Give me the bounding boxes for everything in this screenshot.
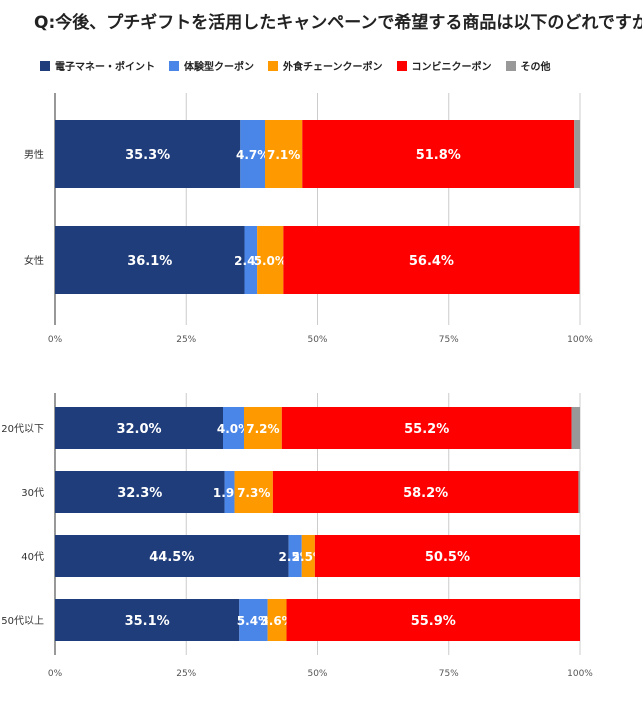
data-label: 32.0% bbox=[116, 422, 161, 437]
bar-segment bbox=[267, 599, 287, 641]
data-label: 35.1% bbox=[125, 614, 170, 629]
x-tick-label: 75% bbox=[439, 335, 459, 345]
legend-swatch bbox=[169, 60, 179, 71]
category-label: 20代以下 bbox=[1, 423, 44, 435]
legend-label: その他 bbox=[520, 62, 551, 73]
bar-segment bbox=[574, 120, 580, 188]
legend-item-gaishoku-coupon: 外食チェーンクーポン bbox=[268, 58, 383, 73]
bar-segment bbox=[239, 599, 268, 641]
x-tick-label: 75% bbox=[439, 669, 459, 679]
x-tick-label: 25% bbox=[176, 669, 196, 679]
category-label: 女性 bbox=[24, 254, 44, 267]
bar-segment bbox=[55, 471, 225, 513]
legend-item-denshi-money: 電子マネー・ポイント bbox=[40, 58, 155, 73]
data-label: 36.1% bbox=[127, 254, 172, 269]
bar-segment bbox=[272, 471, 579, 513]
data-label: 5.0% bbox=[254, 254, 287, 268]
legend-label: コンビニクーポン bbox=[411, 62, 492, 73]
data-label: 7.1% bbox=[267, 148, 300, 162]
legend: 電子マネー・ポイント 体験型クーポン 外食チェーンクーポン コンビニクーポン そ… bbox=[40, 58, 551, 73]
bar-segment bbox=[265, 120, 303, 188]
legend-swatch bbox=[40, 60, 50, 71]
x-tick-label: 50% bbox=[307, 669, 327, 679]
legend-label: 外食チェーンクーポン bbox=[283, 62, 383, 73]
bar-segment bbox=[55, 535, 289, 577]
bar-segment bbox=[286, 599, 580, 641]
legend-label: 電子マネー・ポイント bbox=[55, 62, 155, 73]
bar-segment bbox=[578, 471, 580, 513]
legend-item-taiken-coupon: 体験型クーポン bbox=[169, 58, 254, 73]
bar-segment bbox=[55, 407, 223, 449]
data-label: 3.6% bbox=[260, 614, 293, 628]
data-label: 7.3% bbox=[237, 486, 270, 500]
x-tick-label: 0% bbox=[48, 669, 63, 679]
data-label: 44.5% bbox=[149, 550, 194, 565]
data-label: 50.5% bbox=[425, 550, 470, 565]
x-tick-label: 0% bbox=[48, 335, 63, 345]
bar-segment bbox=[55, 226, 245, 294]
bar-segment bbox=[244, 226, 258, 294]
data-label: 4.7% bbox=[236, 148, 269, 162]
bar-segment bbox=[301, 535, 315, 577]
bar-segment bbox=[283, 226, 580, 294]
bar-segment bbox=[244, 407, 282, 449]
data-label: 55.2% bbox=[404, 422, 449, 437]
legend-swatch bbox=[505, 60, 516, 71]
bar-segment bbox=[571, 407, 580, 449]
bar-segment bbox=[240, 120, 265, 188]
data-label: 51.8% bbox=[416, 148, 461, 163]
legend-item-other: その他 bbox=[505, 58, 551, 73]
data-label: 5.4% bbox=[237, 614, 270, 628]
chart-title: Q:今後、プチギフトを活用したキャンペーンで希望する商品は以下のどれですか？ bbox=[34, 13, 642, 33]
bar-segment bbox=[288, 535, 302, 577]
legend-label: 体験型クーポン bbox=[184, 62, 254, 73]
legend-swatch bbox=[268, 60, 278, 71]
category-label: 50代以上 bbox=[1, 615, 44, 627]
data-label: 55.9% bbox=[411, 614, 456, 629]
legend-swatch bbox=[396, 60, 407, 71]
bar-segment bbox=[55, 599, 240, 641]
legend-item-conveni-coupon: コンビニクーポン bbox=[396, 58, 492, 73]
data-label: 7.2% bbox=[246, 422, 279, 436]
x-tick-label: 100% bbox=[567, 335, 593, 345]
bar-segment bbox=[302, 120, 575, 188]
data-label: 58.2% bbox=[403, 486, 448, 501]
category-label: 男性 bbox=[24, 148, 44, 161]
bar-segment bbox=[257, 226, 284, 294]
x-tick-label: 100% bbox=[567, 669, 593, 679]
bar-segment bbox=[314, 535, 580, 577]
bar-segment bbox=[55, 120, 241, 188]
bar-segment bbox=[234, 471, 273, 513]
category-label: 30代 bbox=[21, 487, 44, 499]
data-label: 4.0% bbox=[217, 422, 250, 436]
x-tick-label: 25% bbox=[176, 335, 196, 345]
data-label: 32.3% bbox=[117, 486, 162, 501]
data-label: 35.3% bbox=[125, 148, 170, 163]
x-tick-label: 50% bbox=[307, 335, 327, 345]
bar-segment bbox=[224, 471, 235, 513]
bar-segment bbox=[579, 226, 580, 294]
data-label: 56.4% bbox=[409, 254, 454, 269]
bar-segment bbox=[223, 407, 244, 449]
bar-segment bbox=[281, 407, 572, 449]
category-label: 40代 bbox=[21, 551, 44, 563]
